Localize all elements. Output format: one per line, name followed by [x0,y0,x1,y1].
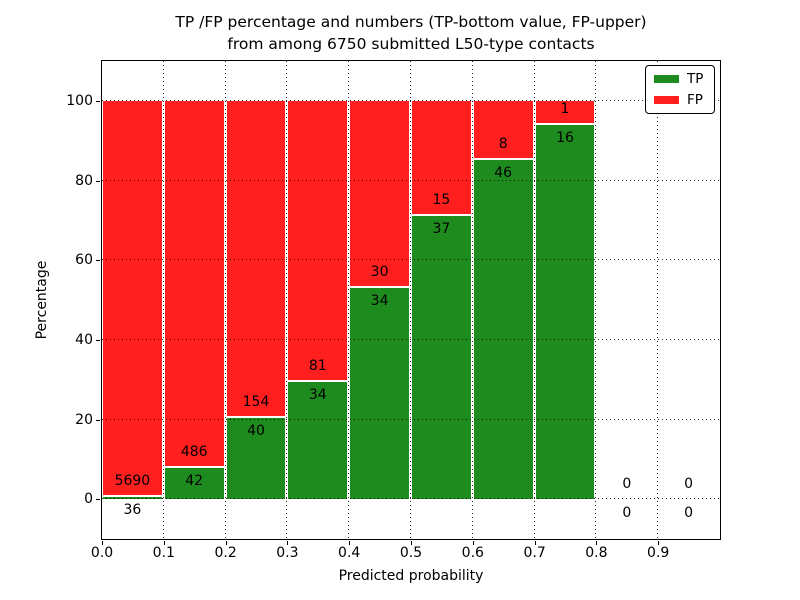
y-axis-tick [96,180,100,182]
chart-title-line1: TP /FP percentage and numbers (TP-bottom… [175,13,647,31]
bar-segment-tp [350,287,409,499]
x-tick-label: 0.5 [399,545,423,561]
x-tick-label: 0.3 [276,545,299,561]
x-axis-tick [102,540,103,545]
x-tick-label: 0.9 [647,545,670,561]
x-tick-label: 0.4 [338,545,361,561]
gridline-vertical [595,60,597,539]
legend-swatch-fp-icon [654,96,679,104]
legend-item-fp: FP [654,93,706,107]
legend-item-tp: TP [654,72,706,86]
bar-segment-fp [473,100,533,160]
tp-count-label: 34 [370,293,389,310]
x-axis-tick [658,540,660,545]
gridline-vertical [224,60,226,539]
fp-count-label: 486 [180,443,208,460]
gridline-vertical [471,60,473,539]
tp-count-label: 40 [247,422,265,439]
x-axis-tick [287,540,289,545]
bar-segment-fp [226,100,286,417]
bar-segment-fp [288,100,348,381]
chart-title: TP /FP percentage and numbers (TP-bottom… [102,11,720,55]
tp-count-label: 46 [494,165,513,182]
bar-segment-tp [473,159,533,499]
fp-count-label: 0 [684,475,694,492]
bar-segment-tp [226,416,286,499]
gridline-vertical [162,60,164,539]
legend: TP FP [645,65,715,114]
bar-segment-fp [412,100,471,216]
tp-count-label: 0 [684,504,694,521]
legend-label-tp: TP [687,71,704,87]
x-axis-tick [349,540,351,545]
y-axis-tick [96,419,100,421]
bar-segment-tp [535,123,595,499]
y-tick-label: 20 [75,411,93,428]
bar-segment-tp [103,496,162,499]
fp-count-label: 5690 [114,473,151,490]
x-axis-tick [596,540,598,545]
y-axis-tick [96,100,100,102]
x-tick-label: 0.8 [585,545,608,561]
y-tick-label: 0 [84,491,93,508]
y-axis-tick [96,260,100,262]
x-axis-tick [534,540,536,545]
fp-count-label: 30 [370,264,389,281]
x-axis-tick [411,540,412,545]
x-axis-label: Predicted probability [338,568,484,584]
x-tick-label: 0.2 [214,545,237,561]
tp-count-label: 42 [185,472,204,489]
fp-count-label: 1 [560,100,570,117]
y-axis-label: Percentage [34,260,50,340]
x-axis-tick [225,540,227,545]
bar-segment-fp [350,100,409,288]
chart-title-line2: from among 6750 submitted L50-type conta… [227,35,595,53]
y-tick-label: 80 [75,172,93,189]
tp-count-label: 34 [308,386,327,403]
x-axis-tick [472,540,474,545]
y-tick-label: 60 [75,252,93,269]
bar-segment-tp [164,466,224,499]
y-tick-label: 40 [75,331,93,348]
gridline-vertical [533,60,535,539]
fp-count-label: 15 [432,192,451,209]
gridline-vertical [657,60,659,539]
x-tick-label: 0.6 [461,545,484,561]
fp-count-label: 8 [498,136,508,153]
gridline-vertical [286,60,288,539]
y-tick-label: 100 [66,92,93,109]
x-tick-label: 0.0 [90,545,114,561]
y-axis-tick [96,499,100,501]
tp-count-label: 0 [622,504,632,521]
x-axis-tick [163,540,165,545]
gridline-vertical [410,60,411,539]
x-tick-label: 0.7 [523,545,546,561]
plot-area: 5690 36 486 42 154 40 81 34 30 34 15 37 8 46 1 16 0 0 0 0 [100,59,721,540]
bar-segment-fp [103,100,162,497]
fp-count-label: 0 [622,475,632,492]
tp-count-label: 37 [432,221,451,238]
bar-segment-tp [412,215,471,499]
tp-count-label: 36 [123,502,142,519]
legend-label-fp: FP [687,92,703,108]
gridline-vertical [348,60,350,539]
y-axis-tick [96,339,100,341]
tp-count-label: 16 [556,129,574,146]
bar-segment-fp [535,100,595,124]
bar-segment-tp [288,380,348,499]
x-tick-label: 0.1 [152,545,175,561]
bar-segment-fp [164,100,224,467]
fp-count-label: 154 [242,393,270,410]
legend-swatch-tp-icon [654,75,679,83]
fp-count-label: 81 [308,357,327,374]
